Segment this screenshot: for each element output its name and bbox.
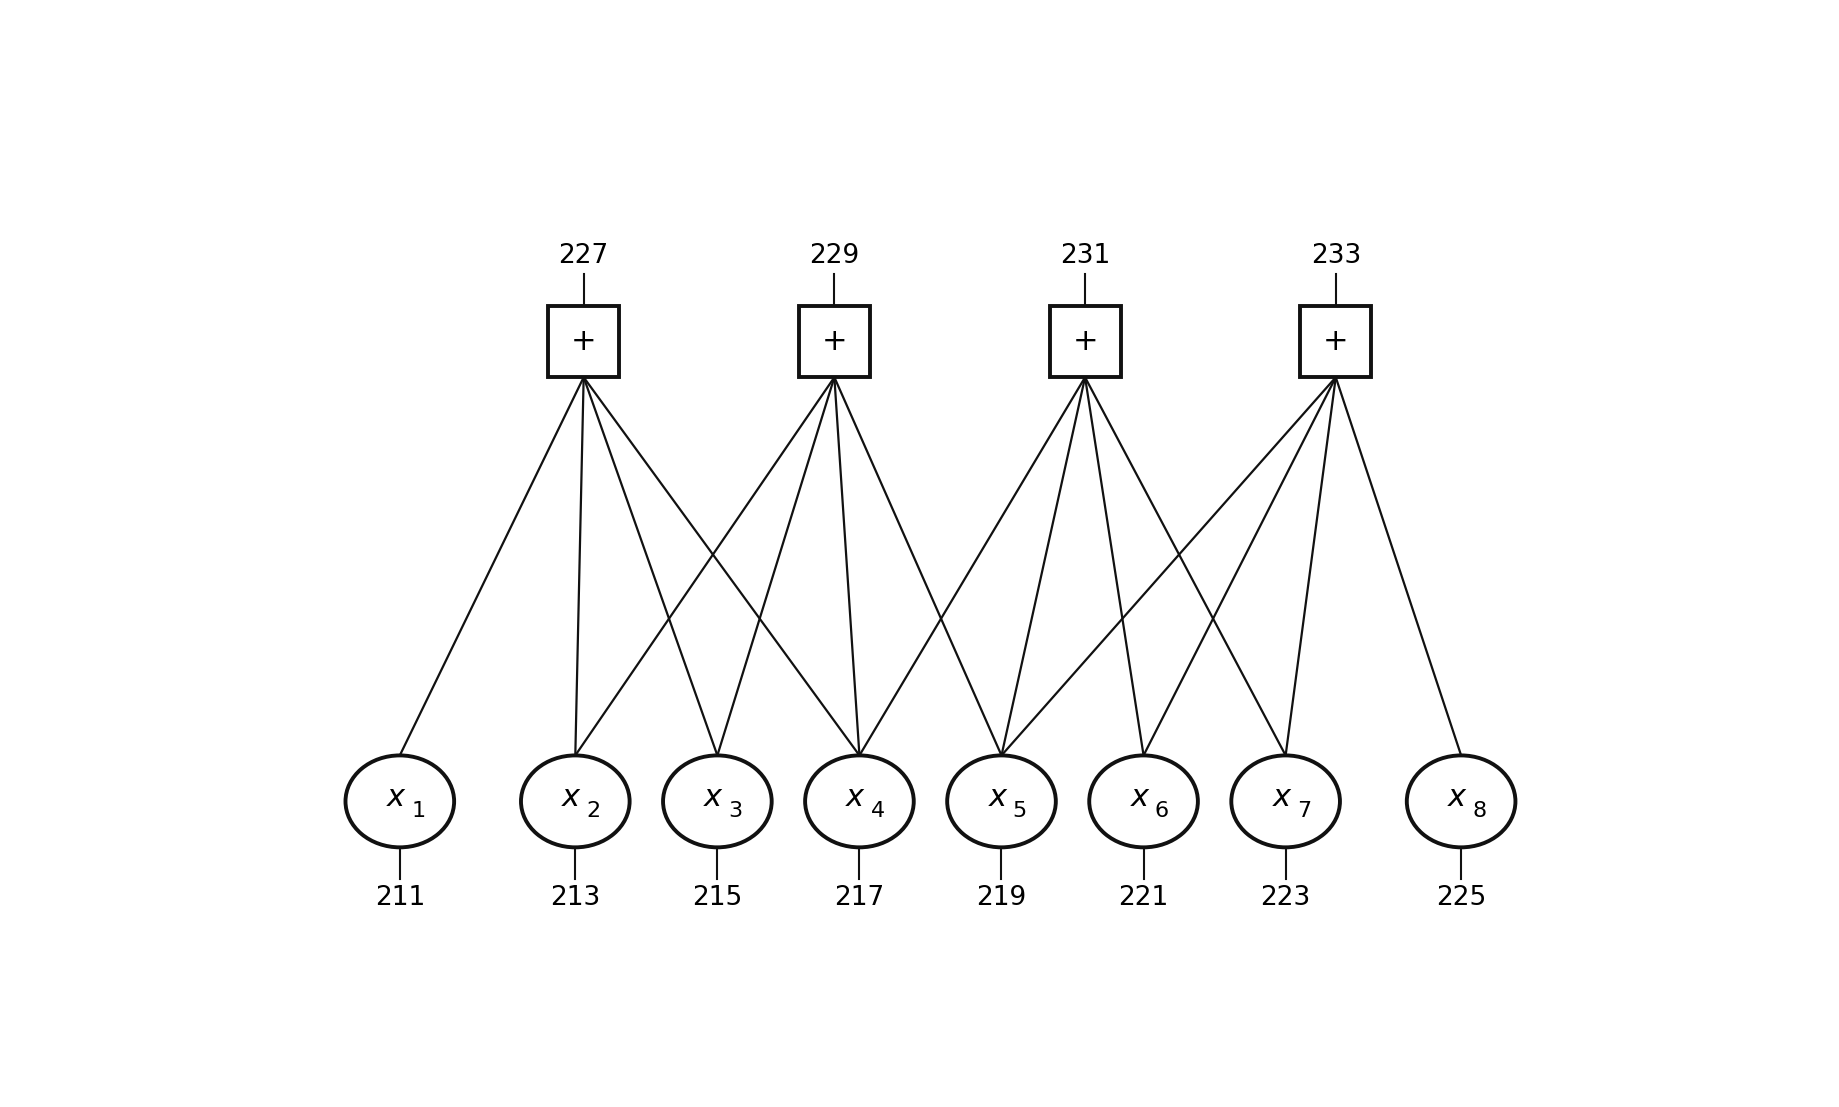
Text: 229: 229 [809, 242, 859, 269]
Text: 5: 5 [1011, 801, 1026, 821]
Ellipse shape [1230, 755, 1339, 847]
Text: 211: 211 [375, 884, 425, 911]
Text: x: x [704, 783, 721, 811]
Text: x: x [1447, 783, 1466, 811]
Ellipse shape [346, 755, 454, 847]
Text: 217: 217 [833, 884, 885, 911]
Ellipse shape [520, 755, 629, 847]
Text: 219: 219 [977, 884, 1026, 911]
Text: +: + [1322, 328, 1348, 356]
Ellipse shape [1089, 755, 1197, 847]
Text: x: x [1273, 783, 1289, 811]
Text: 3: 3 [728, 801, 743, 821]
Ellipse shape [947, 755, 1056, 847]
Text: 1: 1 [410, 801, 425, 821]
Text: 221: 221 [1118, 884, 1168, 911]
Text: x: x [1129, 783, 1148, 811]
Text: 225: 225 [1434, 884, 1486, 911]
Text: 2: 2 [587, 801, 600, 821]
Text: x: x [988, 783, 1006, 811]
Text: 227: 227 [559, 242, 609, 269]
Text: 8: 8 [1471, 801, 1486, 821]
Text: +: + [570, 328, 596, 356]
Text: 231: 231 [1059, 242, 1109, 269]
Text: 233: 233 [1309, 242, 1361, 269]
Text: x: x [386, 783, 405, 811]
FancyBboxPatch shape [1300, 307, 1370, 377]
Text: +: + [1072, 328, 1098, 356]
Text: x: x [563, 783, 579, 811]
Ellipse shape [662, 755, 771, 847]
Text: 223: 223 [1260, 884, 1309, 911]
FancyBboxPatch shape [1048, 307, 1120, 377]
Text: 7: 7 [1296, 801, 1311, 821]
Text: 213: 213 [550, 884, 600, 911]
Text: 6: 6 [1155, 801, 1168, 821]
Text: +: + [820, 328, 846, 356]
Text: 4: 4 [870, 801, 885, 821]
Text: x: x [846, 783, 864, 811]
FancyBboxPatch shape [548, 307, 620, 377]
Ellipse shape [1407, 755, 1515, 847]
Text: 215: 215 [691, 884, 743, 911]
Ellipse shape [805, 755, 914, 847]
FancyBboxPatch shape [798, 307, 870, 377]
